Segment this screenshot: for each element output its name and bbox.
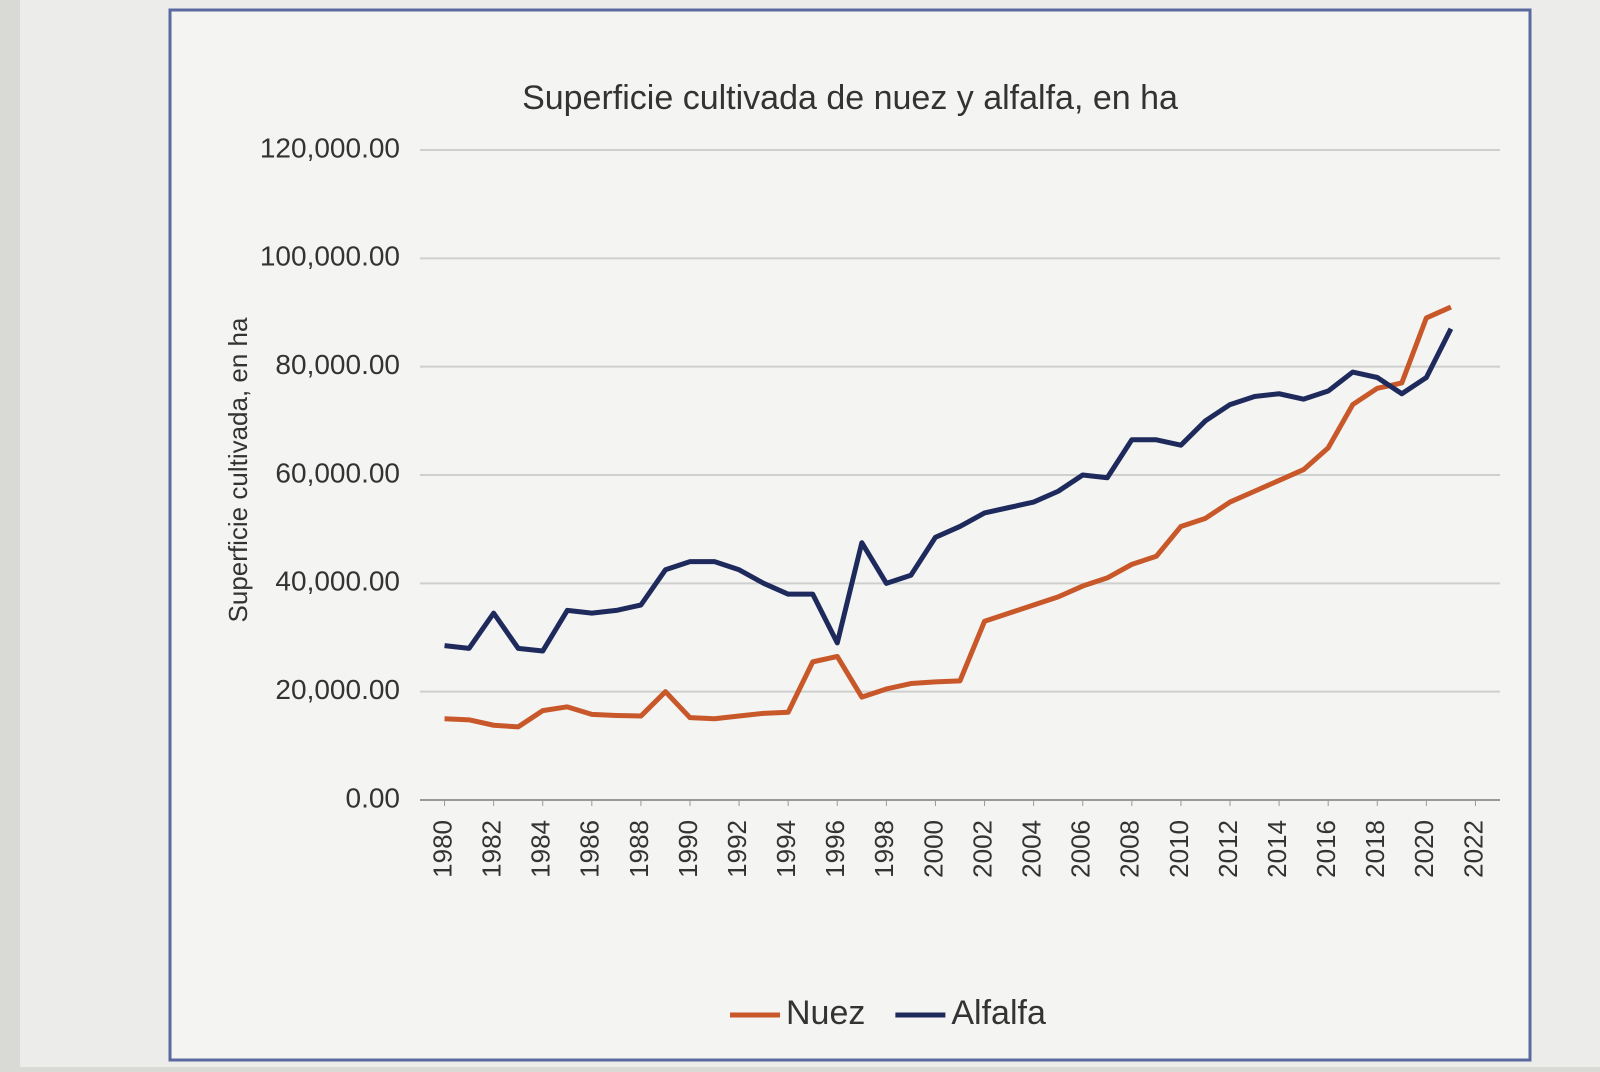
- x-tick-label: 2000: [918, 820, 948, 878]
- x-tick-label: 2002: [967, 820, 997, 878]
- x-tick-label: 2014: [1262, 820, 1292, 878]
- y-tick-label: 100,000.00: [260, 241, 400, 272]
- legend-label: Nuez: [786, 994, 865, 1032]
- x-tick-label: 1998: [869, 820, 899, 878]
- x-tick-label: 2022: [1458, 820, 1488, 878]
- x-tick-label: 1980: [427, 820, 457, 878]
- x-tick-label: 2016: [1311, 820, 1341, 878]
- y-tick-label: 120,000.00: [260, 132, 400, 163]
- series-line: [444, 327, 1454, 654]
- chart-title: Superficie cultivada de nuez y alfalfa, …: [522, 79, 1178, 117]
- x-tick-label: 2018: [1360, 820, 1390, 878]
- y-tick-label: 20,000.00: [275, 674, 400, 705]
- x-tick-label: 1992: [722, 820, 752, 878]
- x-tick-label: 1982: [477, 820, 507, 878]
- x-tick-label: 1984: [526, 820, 556, 878]
- x-tick-label: 1996: [820, 820, 850, 878]
- x-tick-label: 2012: [1213, 820, 1243, 878]
- x-tick-label: 1990: [673, 820, 703, 878]
- x-tick-label: 2020: [1409, 820, 1439, 878]
- series-line: [444, 304, 1452, 730]
- y-tick-label: 80,000.00: [275, 349, 400, 380]
- x-tick-label: 2004: [1017, 820, 1047, 878]
- legend-label: Alfalfa: [951, 994, 1046, 1032]
- x-tick-label: 2008: [1115, 820, 1145, 878]
- y-tick-label: 40,000.00: [275, 566, 400, 597]
- x-tick-label: 1994: [771, 820, 801, 878]
- y-tick-label: 0.00: [346, 782, 401, 813]
- chart-frame: [168, 8, 1532, 1062]
- x-tick-label: 1986: [575, 820, 605, 878]
- x-tick-label: 2006: [1066, 820, 1096, 878]
- x-tick-label: 2010: [1164, 820, 1194, 878]
- x-tick-label: 1988: [624, 820, 654, 878]
- y-tick-label: 60,000.00: [275, 457, 400, 488]
- y-axis-title: Superficie cultivada, en ha: [223, 317, 253, 623]
